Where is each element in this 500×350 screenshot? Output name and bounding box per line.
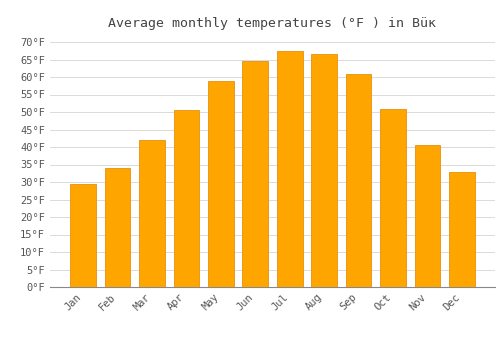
Bar — [414, 145, 440, 287]
Bar — [174, 110, 200, 287]
Bar — [311, 54, 337, 287]
Bar — [346, 74, 372, 287]
Bar — [277, 51, 302, 287]
Bar — [380, 108, 406, 287]
Bar — [104, 168, 130, 287]
Bar — [139, 140, 165, 287]
Bar — [242, 61, 268, 287]
Bar — [449, 172, 475, 287]
Bar — [70, 184, 96, 287]
Bar — [208, 80, 234, 287]
Title: Average monthly temperatures (°F ) in Büк: Average monthly temperatures (°F ) in Bü… — [108, 17, 436, 30]
